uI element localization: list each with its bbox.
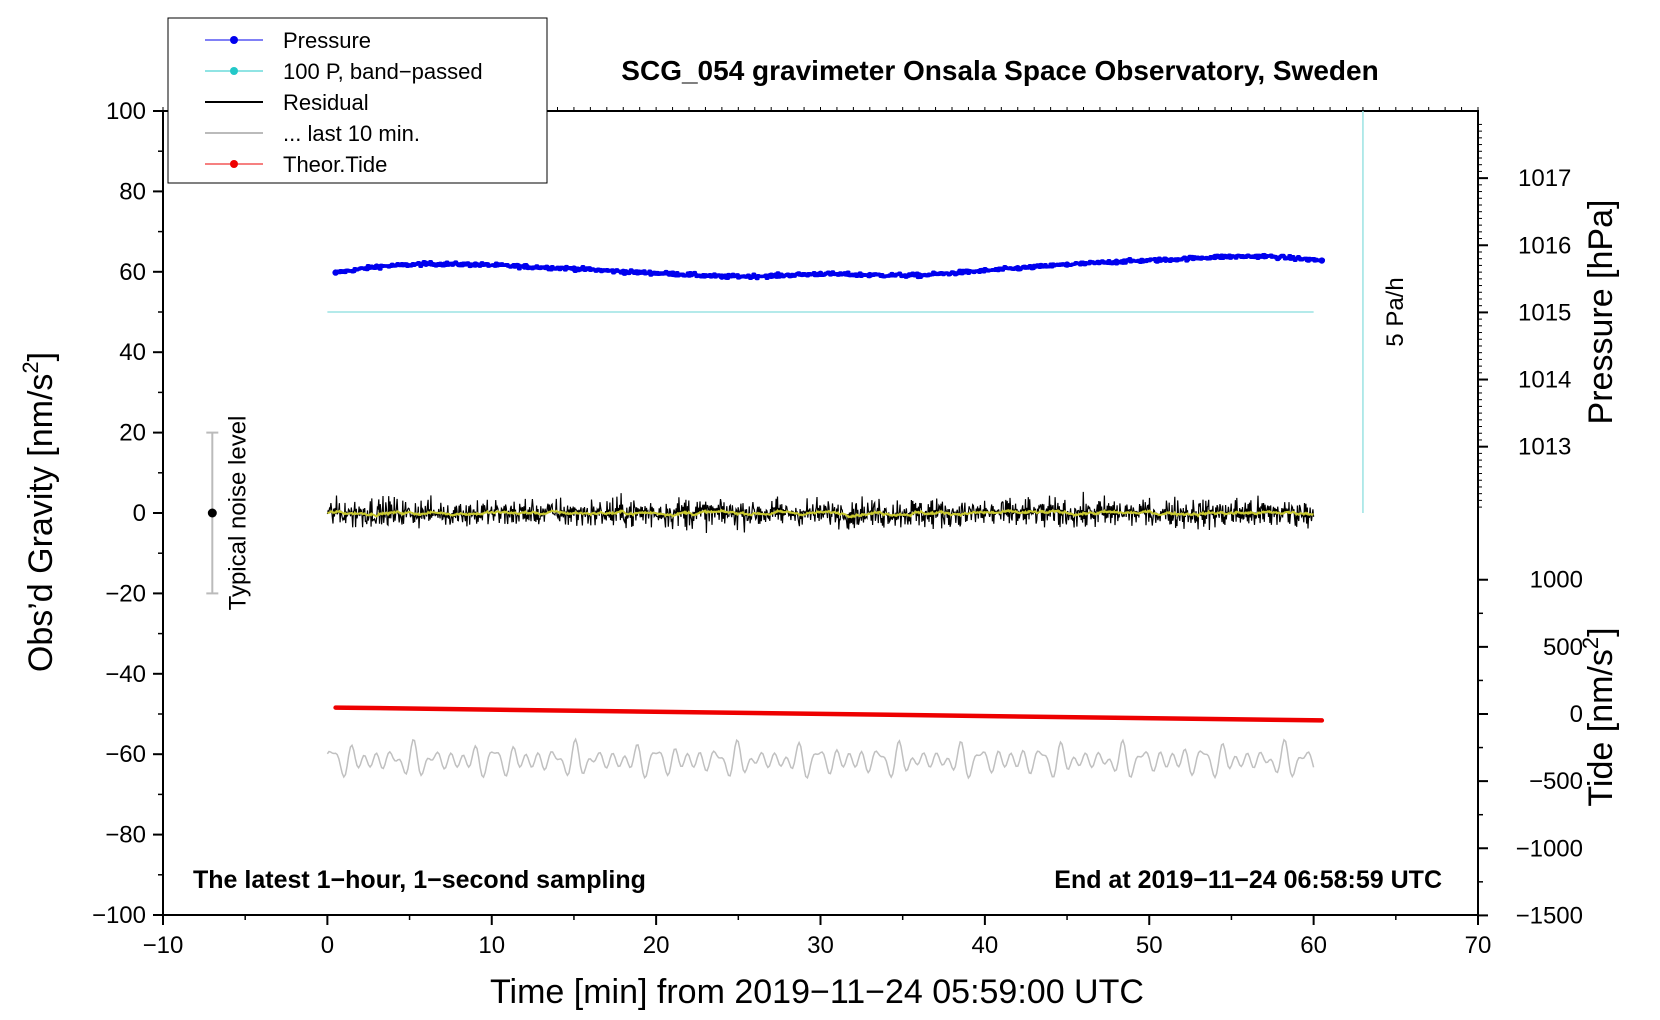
x-tick-label: 20 bbox=[643, 932, 670, 959]
tide-tick-label: −1000 bbox=[1516, 835, 1583, 862]
pressure-axis-title: Pressure [hPa] bbox=[1582, 200, 1620, 425]
y-axis-title-left: Obs’d Gravity [nm/s2] bbox=[18, 352, 60, 672]
x-tick-label: 40 bbox=[972, 932, 999, 959]
y-tick-label: −40 bbox=[105, 661, 146, 688]
y-tick-label: −60 bbox=[105, 741, 146, 768]
residual-trace bbox=[326, 491, 1315, 534]
y-tick-label: 80 bbox=[119, 178, 146, 205]
y-tick-label: 100 bbox=[106, 98, 146, 125]
noise-level-center-dot bbox=[207, 508, 217, 518]
y-tick-label: −80 bbox=[105, 822, 146, 849]
tick-layer: −10 0 10 20 30 40 50 60 70100806040200−20−40−60−… bbox=[92, 98, 1583, 959]
pressure-tick-label: 1016 bbox=[1518, 232, 1571, 259]
x-tick-label: 60 bbox=[1300, 932, 1327, 959]
y-axis-title-left-sup: 2 bbox=[18, 361, 43, 373]
residual-smoothed-trace bbox=[327, 508, 1314, 519]
legend-swatch-dot bbox=[230, 36, 238, 44]
tide-tick-label: −1500 bbox=[1516, 902, 1583, 929]
x-tick-label: 10 bbox=[478, 932, 505, 959]
x-axis-title: Time [min] from 2019−11−24 05:59:00 UTC bbox=[490, 973, 1144, 1011]
legend-label: 100 P, band−passed bbox=[283, 59, 483, 84]
chart-title: SCG_054 gravimeter Onsala Space Observat… bbox=[621, 55, 1378, 86]
y-axis-title-left-main: Obs’d Gravity [nm/s bbox=[22, 374, 60, 673]
legend-label: Theor.Tide bbox=[283, 152, 387, 177]
noise-level-label: Typical noise level bbox=[224, 416, 251, 611]
tide-axis-title-main: Tide [nm/s bbox=[1582, 649, 1620, 806]
series-pressure bbox=[332, 252, 1326, 281]
note-sampling: The latest 1−hour, 1−second sampling bbox=[193, 866, 646, 894]
y-tick-label: 40 bbox=[119, 339, 146, 366]
tide-axis-title-end: ] bbox=[1582, 627, 1620, 636]
tide-tick-label: −500 bbox=[1529, 768, 1583, 795]
tide-tick-label: 500 bbox=[1543, 634, 1583, 661]
y-tick-label: 0 bbox=[133, 500, 146, 527]
pressure-tick-label: 1017 bbox=[1518, 165, 1571, 192]
legend-swatch-dot bbox=[230, 160, 238, 168]
legend: Pressure 100 P, band−passed Residual ... la… bbox=[167, 17, 548, 184]
legend-label: Pressure bbox=[283, 28, 371, 53]
tide-tick-label: 1000 bbox=[1530, 567, 1583, 594]
legend-entry: 100 P, band−passed bbox=[205, 59, 483, 84]
x-tick-label: 30 bbox=[807, 932, 834, 959]
x-tick-label: −10 bbox=[143, 932, 184, 959]
tide-axis-title: Tide [nm/s2] bbox=[1578, 627, 1620, 806]
y-tick-label: −20 bbox=[105, 580, 146, 607]
noise-level-indicator: Typical noise level bbox=[206, 416, 251, 611]
series-last-10-min bbox=[326, 737, 1315, 780]
legend-swatch-dot bbox=[230, 67, 238, 75]
tide-axis-title-sup: 2 bbox=[1578, 637, 1603, 649]
series-residual bbox=[326, 491, 1315, 534]
pressure-rate-label: 5 Pa/h bbox=[1382, 277, 1409, 346]
pressure-tick-label: 1015 bbox=[1518, 299, 1571, 326]
tide-tick-label: 0 bbox=[1570, 701, 1583, 728]
series-theor-tide bbox=[333, 705, 1325, 723]
legend-entry: Residual bbox=[205, 90, 369, 115]
x-tick-label: 70 bbox=[1465, 932, 1492, 959]
y-tick-label: −100 bbox=[92, 902, 146, 929]
series-layer bbox=[326, 252, 1326, 780]
pressure-rate-indicator: 5 Pa/h bbox=[1362, 111, 1409, 513]
pressure-tick-label: 1013 bbox=[1518, 434, 1571, 461]
note-end-time: End at 2019−11−24 06:58:59 UTC bbox=[1054, 866, 1442, 894]
y-tick-label: 60 bbox=[119, 259, 146, 286]
pressure-dot-cloud bbox=[333, 253, 1326, 281]
legend-box bbox=[167, 17, 548, 184]
pressure-tick-label: 1014 bbox=[1518, 367, 1571, 394]
x-tick-label: 0 bbox=[321, 932, 334, 959]
x-tick-label: 50 bbox=[1136, 932, 1163, 959]
y-axis-title-left-end: ] bbox=[22, 352, 60, 361]
annotation-layer: Typical noise level 5 Pa/h bbox=[206, 111, 1409, 610]
y-tick-label: 20 bbox=[119, 420, 146, 447]
legend-entry: ... last 10 min. bbox=[205, 121, 420, 146]
legend-entry: Theor.Tide bbox=[205, 152, 387, 177]
legend-label: Residual bbox=[283, 90, 369, 115]
legend-label: ... last 10 min. bbox=[283, 121, 420, 146]
legend-entry: Pressure bbox=[205, 28, 371, 53]
